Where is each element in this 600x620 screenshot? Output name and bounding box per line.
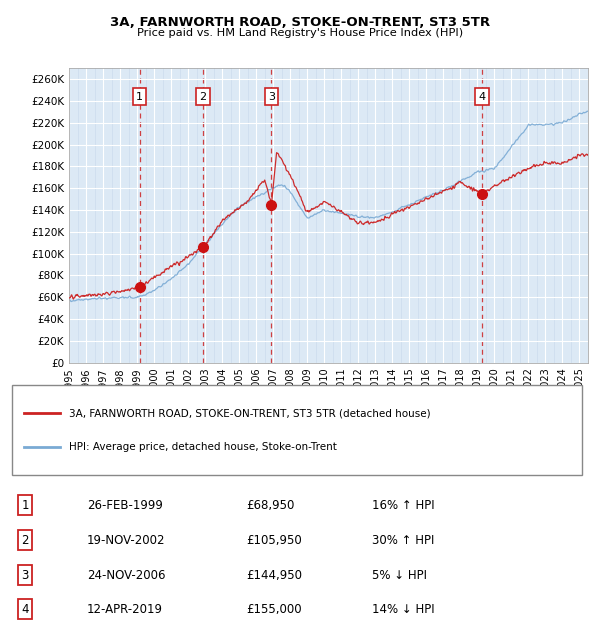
Text: £105,950: £105,950 xyxy=(246,534,302,547)
FancyBboxPatch shape xyxy=(12,386,582,475)
Text: 4: 4 xyxy=(22,603,29,616)
Text: 24-NOV-2006: 24-NOV-2006 xyxy=(87,569,166,582)
Text: 4: 4 xyxy=(479,92,486,102)
Text: 30% ↑ HPI: 30% ↑ HPI xyxy=(372,534,434,547)
Text: 16% ↑ HPI: 16% ↑ HPI xyxy=(372,498,434,511)
Text: 2: 2 xyxy=(200,92,206,102)
Text: 1: 1 xyxy=(136,92,143,102)
Text: 1: 1 xyxy=(22,498,29,511)
Text: 3: 3 xyxy=(22,569,29,582)
Text: HPI: Average price, detached house, Stoke-on-Trent: HPI: Average price, detached house, Stok… xyxy=(69,442,337,452)
Text: 19-NOV-2002: 19-NOV-2002 xyxy=(87,534,166,547)
Text: £144,950: £144,950 xyxy=(246,569,302,582)
Text: 3: 3 xyxy=(268,92,275,102)
Text: £68,950: £68,950 xyxy=(246,498,295,511)
Text: 12-APR-2019: 12-APR-2019 xyxy=(87,603,163,616)
Text: 3A, FARNWORTH ROAD, STOKE-ON-TRENT, ST3 5TR: 3A, FARNWORTH ROAD, STOKE-ON-TRENT, ST3 … xyxy=(110,16,490,29)
Text: £155,000: £155,000 xyxy=(246,603,302,616)
Text: 5% ↓ HPI: 5% ↓ HPI xyxy=(372,569,427,582)
Text: 14% ↓ HPI: 14% ↓ HPI xyxy=(372,603,434,616)
Text: 3A, FARNWORTH ROAD, STOKE-ON-TRENT, ST3 5TR (detached house): 3A, FARNWORTH ROAD, STOKE-ON-TRENT, ST3 … xyxy=(69,408,431,419)
Text: 26-FEB-1999: 26-FEB-1999 xyxy=(87,498,163,511)
Text: Price paid vs. HM Land Registry's House Price Index (HPI): Price paid vs. HM Land Registry's House … xyxy=(137,28,463,38)
Text: 2: 2 xyxy=(22,534,29,547)
